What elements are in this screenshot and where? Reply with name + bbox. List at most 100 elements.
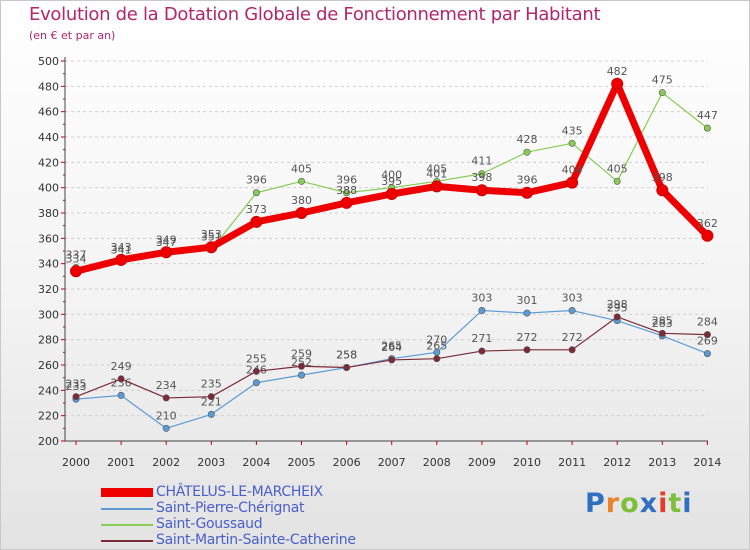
x-tick-label: 2001 xyxy=(107,456,135,469)
data-point xyxy=(388,356,396,364)
data-label: 404 xyxy=(562,164,583,177)
x-tick-label: 2009 xyxy=(468,456,496,469)
data-label: 295 xyxy=(607,302,628,315)
data-point xyxy=(207,393,215,401)
data-point xyxy=(297,362,305,370)
data-label: 269 xyxy=(697,335,718,348)
data-point xyxy=(475,184,488,197)
legend-item: Saint-Pierre-Chérignat xyxy=(101,500,421,516)
legend-label: Saint-Pierre-Chérignat xyxy=(156,500,305,516)
data-point xyxy=(385,188,398,200)
data-label: 337 xyxy=(66,248,87,261)
x-tick-label: 2013 xyxy=(648,456,676,469)
data-point xyxy=(611,77,624,90)
data-label: 475 xyxy=(652,74,673,87)
data-label: 265 xyxy=(381,340,402,353)
data-label: 401 xyxy=(426,167,447,180)
data-point xyxy=(658,329,666,337)
data-label: 235 xyxy=(201,378,222,391)
data-point xyxy=(117,375,125,383)
data-label: 435 xyxy=(562,124,583,137)
data-point xyxy=(568,139,576,147)
data-label: 272 xyxy=(562,331,583,344)
logo-letter: P xyxy=(585,488,606,519)
data-label: 298 xyxy=(607,298,628,311)
data-point xyxy=(658,89,666,97)
data-point xyxy=(703,124,711,132)
data-label: 428 xyxy=(517,133,538,146)
data-point xyxy=(297,371,305,379)
legend-swatch xyxy=(101,508,153,510)
data-point xyxy=(340,196,353,209)
data-point xyxy=(478,170,486,178)
x-tick-label: 2004 xyxy=(242,456,270,469)
data-label: 353 xyxy=(201,228,222,241)
y-tick-label: 380 xyxy=(38,207,59,220)
y-tick-label: 460 xyxy=(38,106,59,119)
chart-subtitle: (en € et par an) xyxy=(29,29,116,42)
data-point xyxy=(343,364,351,372)
data-label: 235 xyxy=(66,378,87,391)
data-point xyxy=(523,309,531,317)
data-label: 283 xyxy=(652,317,673,330)
proxiti-logo: Proxiti xyxy=(585,488,693,519)
y-tick-label: 480 xyxy=(38,80,59,93)
data-point xyxy=(343,189,351,197)
y-tick-label: 420 xyxy=(38,156,59,169)
y-tick-label: 280 xyxy=(38,334,59,347)
logo-letter: t xyxy=(668,488,683,519)
data-label: 270 xyxy=(426,333,447,346)
legend-label: CHÂTELUS-LE-MARCHEIX xyxy=(156,484,323,500)
logo-letter: o xyxy=(620,488,640,519)
data-label: 265 xyxy=(426,340,447,353)
x-tick-label: 2014 xyxy=(693,456,721,469)
data-point xyxy=(205,241,218,254)
data-label: 249 xyxy=(111,360,132,373)
data-label: 236 xyxy=(111,376,132,389)
x-tick-label: 2008 xyxy=(423,456,451,469)
data-label: 234 xyxy=(156,379,177,392)
y-tick-label: 340 xyxy=(38,258,59,271)
data-point xyxy=(568,307,576,315)
y-tick-label: 240 xyxy=(38,384,59,397)
chart-legend: CHÂTELUS-LE-MARCHEIX Saint-Pierre-Chérign… xyxy=(101,484,421,548)
y-tick-label: 260 xyxy=(38,359,59,372)
data-point xyxy=(701,229,714,242)
data-point xyxy=(521,186,533,199)
y-tick-label: 360 xyxy=(38,232,59,245)
data-point xyxy=(252,379,260,387)
x-tick-label: 2011 xyxy=(558,456,586,469)
data-point xyxy=(252,189,260,197)
data-point xyxy=(523,346,531,354)
data-label: 301 xyxy=(517,294,538,307)
data-label: 398 xyxy=(652,171,673,184)
logo-letter: i xyxy=(682,488,693,519)
data-point xyxy=(478,347,486,355)
y-tick-label: 500 xyxy=(38,55,59,68)
data-label: 411 xyxy=(471,155,492,168)
data-label: 303 xyxy=(471,292,492,305)
data-point xyxy=(566,176,579,189)
y-tick-label: 300 xyxy=(38,308,59,321)
data-point xyxy=(430,180,443,193)
data-label: 398 xyxy=(471,171,492,184)
data-label: 271 xyxy=(471,332,492,345)
data-label: 396 xyxy=(246,174,267,187)
data-point xyxy=(656,184,669,197)
x-tick-label: 2010 xyxy=(513,456,541,469)
data-label: 395 xyxy=(381,175,402,188)
data-label: 272 xyxy=(517,331,538,344)
data-label: 284 xyxy=(697,316,718,329)
data-point xyxy=(162,394,170,402)
data-label: 347 xyxy=(156,236,177,249)
data-label: 259 xyxy=(291,347,312,360)
logo-letter: i xyxy=(658,488,669,519)
data-label: 264 xyxy=(381,341,402,354)
data-label: 396 xyxy=(517,174,538,187)
y-tick-label: 200 xyxy=(38,435,59,448)
data-point xyxy=(703,331,711,339)
data-label: 396 xyxy=(336,174,357,187)
legend-item: Saint-Goussaud xyxy=(101,516,421,532)
data-point xyxy=(568,346,576,354)
